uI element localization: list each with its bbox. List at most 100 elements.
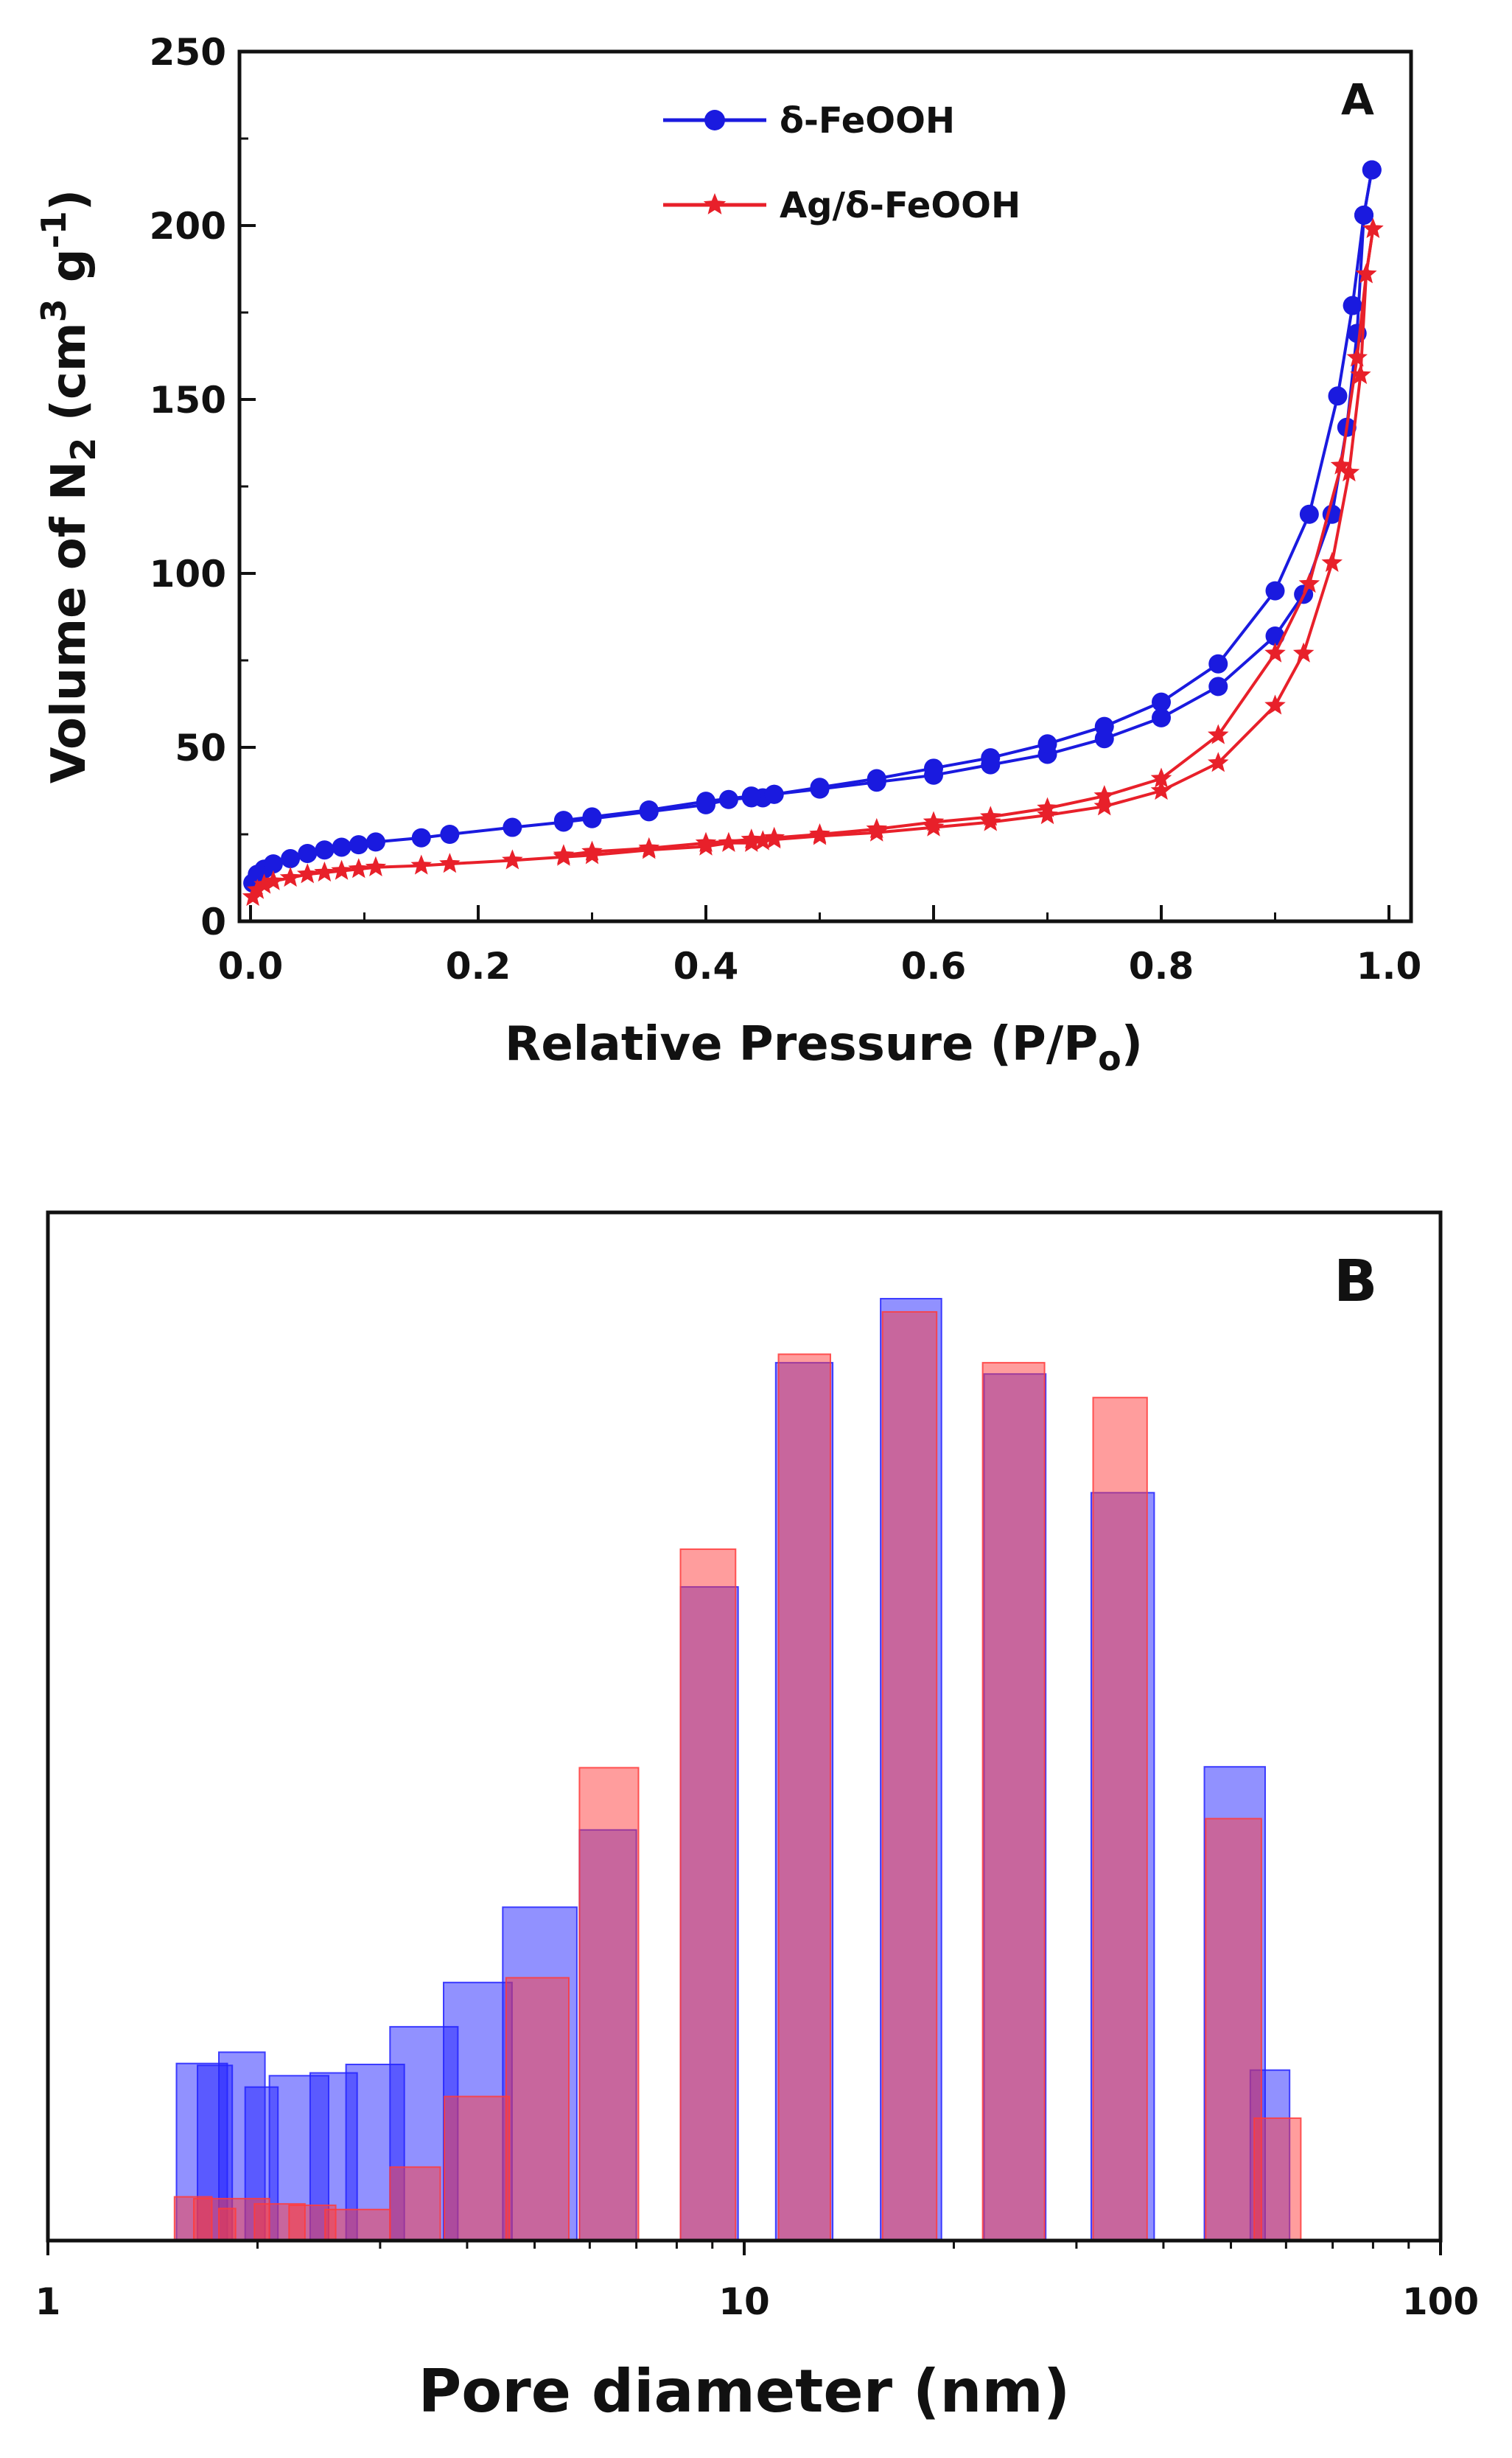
panel-a-y-axis-title: Volume of N2 (cm3 g-1) — [34, 189, 103, 783]
adsorption-point — [315, 840, 335, 860]
adsorption-point — [752, 830, 774, 851]
desorption-point — [980, 806, 1001, 826]
y-tick-label: 0 — [200, 901, 226, 943]
panel-a-legend: δ-FeOOH Ag/δ-FeOOH — [663, 100, 1021, 226]
adsorption-point — [349, 835, 368, 855]
panel-a-ticks — [239, 50, 1390, 923]
desorption-point — [1354, 205, 1374, 225]
panel-a-y-tick-labels: 0 50 100 150 200 250 — [150, 31, 226, 943]
legend-label-feooh: δ-FeOOH — [780, 100, 955, 142]
desorption-point — [1264, 642, 1286, 663]
panel-a-series — [242, 160, 1384, 907]
x-tick-label: 0.6 — [901, 945, 967, 988]
panel-b-letter: B — [1334, 1249, 1377, 1315]
desorption-point — [1208, 654, 1228, 674]
histogram-bar — [389, 2166, 441, 2242]
desorption-point — [553, 811, 573, 831]
adsorption-point — [439, 853, 461, 873]
adsorption-point — [1150, 780, 1172, 800]
desorption-point — [1343, 296, 1362, 315]
series-ag-feooh — [242, 217, 1384, 907]
adsorption-point — [718, 831, 740, 852]
panel-a-isotherm-chart: 0.0 0.2 0.4 0.6 0.8 1.0 0 50 100 150 200 250 δ-FeO… — [34, 31, 1421, 1078]
y-tick-label: 250 — [150, 31, 226, 74]
desorption-point — [1328, 386, 1348, 406]
adsorption-point — [263, 854, 283, 874]
desorption-point — [1150, 767, 1172, 788]
desorption-point — [1094, 716, 1114, 736]
histogram-bar — [1092, 1397, 1148, 2241]
adsorption-point — [1208, 752, 1229, 772]
desorption-point — [1037, 734, 1057, 754]
desorption-point — [639, 800, 659, 820]
x-tick-label: 0.8 — [1129, 945, 1194, 988]
histogram-bar — [324, 2208, 391, 2242]
series-ag-feooh-bars — [173, 1310, 1302, 2242]
desorption-point — [810, 778, 830, 797]
desorption-point — [582, 807, 602, 827]
legend-circle-marker-icon — [704, 110, 725, 130]
desorption-point — [1362, 217, 1384, 238]
adsorption-point — [1152, 708, 1171, 727]
desorption-point — [695, 831, 717, 852]
desorption-line — [563, 228, 1375, 857]
adsorption-point — [279, 867, 301, 887]
adsorption-point — [1264, 694, 1286, 715]
desorption-point — [741, 828, 763, 849]
adsorption-point — [1208, 677, 1228, 696]
adsorption-point — [1338, 461, 1360, 482]
adsorption-point — [314, 861, 335, 882]
panel-a-x-axis-title: Relative Pressure (P/Po) — [505, 1017, 1143, 1078]
adsorption-point — [411, 828, 431, 848]
desorption-point — [581, 840, 603, 861]
panel-b-bars — [173, 1298, 1302, 2242]
histogram-bar — [881, 1310, 938, 2241]
histogram-bar — [777, 1353, 831, 2241]
histogram-bar — [679, 1548, 737, 2241]
x-tick-label: 0.0 — [218, 945, 284, 988]
adsorption-point — [331, 859, 352, 880]
adsorption-point — [1037, 804, 1058, 825]
y-tick-label: 200 — [150, 205, 226, 248]
adsorption-point — [253, 873, 275, 894]
desorption-point — [1208, 724, 1229, 744]
panel-a-letter: A — [1341, 74, 1374, 125]
adsorption-point — [281, 849, 301, 869]
panel-b-x-axis-title: Pore diameter (nm) — [419, 2357, 1071, 2426]
desorption-point — [1152, 692, 1171, 712]
histogram-bar — [218, 2207, 237, 2241]
desorption-point — [696, 792, 715, 811]
desorption-point — [1298, 573, 1320, 593]
adsorption-point — [365, 832, 385, 852]
panel-b-ticks — [46, 2241, 1442, 2255]
adsorption-point — [298, 843, 318, 863]
desorption-point — [1330, 454, 1352, 475]
adsorption-point — [1292, 642, 1315, 663]
adsorption-point — [502, 849, 523, 870]
adsorption-point — [1093, 795, 1115, 816]
x-tick-label: 10 — [718, 2280, 770, 2323]
x-tick-label: 0.2 — [446, 945, 511, 988]
adsorption-point — [718, 789, 738, 809]
histogram-bar — [505, 1977, 570, 2241]
desorption-line — [563, 170, 1373, 823]
legend-star-marker-icon — [703, 193, 727, 214]
adsorption-point — [440, 825, 460, 844]
y-tick-label: 100 — [150, 553, 226, 596]
desorption-point — [1037, 797, 1058, 817]
desorption-point — [866, 817, 887, 839]
y-tick-label: 150 — [150, 379, 226, 422]
y-tick-label: 50 — [175, 727, 226, 769]
desorption-point — [553, 844, 575, 865]
histogram-bar — [1205, 1818, 1262, 2241]
desorption-point — [923, 811, 945, 831]
adsorption-point — [348, 858, 369, 879]
adsorption-point — [297, 863, 318, 884]
adsorption-point — [1321, 551, 1343, 572]
desorption-point — [1346, 346, 1368, 367]
desorption-point — [1355, 263, 1377, 284]
adsorption-point — [1350, 364, 1371, 385]
desorption-point — [1362, 160, 1382, 180]
panel-b-x-tick-labels: 1 10 100 — [35, 2280, 1480, 2323]
desorption-point — [1299, 504, 1319, 524]
